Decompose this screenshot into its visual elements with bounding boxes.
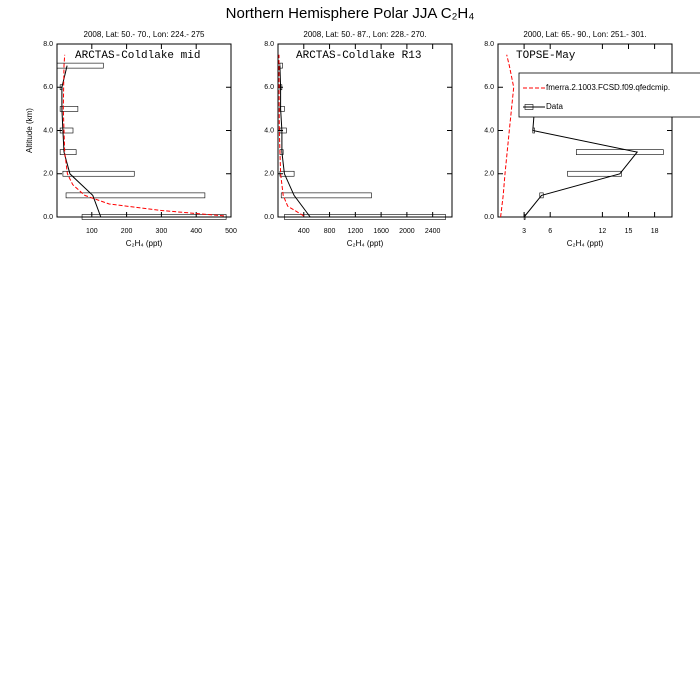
chart-title: Northern Hemisphere Polar JJA C₂H₄ — [226, 5, 475, 22]
range-box — [65, 192, 206, 199]
y-tick-label: 8.0 — [43, 41, 53, 48]
x-tick-label: 3 — [522, 228, 526, 235]
subtitle: 2008, Lat: 50.- 87., Lon: 228.- 270. — [303, 30, 426, 39]
x-axis-label: C₂H₄ (ppt) — [567, 239, 604, 248]
range-box — [279, 170, 295, 177]
y-tick-label: 6.0 — [43, 84, 53, 91]
x-tick-label: 400 — [190, 228, 202, 235]
y-tick-label: 2.0 — [43, 171, 53, 178]
panel-label: ARCTAS-Coldlake mid — [75, 50, 200, 62]
x-tick-label: 800 — [324, 228, 336, 235]
range-box — [575, 149, 664, 155]
x-axis-label: C₂H₄ (ppt) — [347, 239, 384, 248]
legend-box — [518, 72, 700, 118]
x-tick-label: 300 — [156, 228, 168, 235]
x-tick-label: 18 — [651, 228, 659, 235]
y-axis-label: Altitude (km) — [25, 108, 34, 153]
x-tick-label: 500 — [225, 228, 237, 235]
x-tick-label: 6 — [548, 228, 552, 235]
x-axis-label: C₂H₄ (ppt) — [126, 239, 163, 248]
y-tick-label: 4.0 — [43, 127, 53, 134]
x-tick-label: 200 — [121, 228, 133, 235]
y-tick-label: 4.0 — [264, 127, 274, 134]
y-tick-label: 2.0 — [484, 171, 494, 178]
y-tick-label: 0.0 — [43, 214, 53, 221]
panel-label: TOPSE-May — [516, 50, 576, 62]
y-tick-label: 0.0 — [264, 214, 274, 221]
profile-line — [279, 65, 311, 218]
range-box — [284, 214, 446, 220]
y-tick-label: 8.0 — [484, 41, 494, 48]
profile-line — [61, 65, 102, 218]
profile-line — [500, 54, 515, 218]
x-tick-label: 2400 — [425, 228, 441, 235]
y-tick-label: 8.0 — [264, 41, 274, 48]
y-tick-label: 6.0 — [264, 84, 274, 91]
y-tick-label: 2.0 — [264, 171, 274, 178]
profile-line — [278, 54, 305, 217]
x-tick-label: 12 — [599, 228, 607, 235]
legend-swatch-box — [524, 104, 534, 110]
range-box — [279, 127, 287, 134]
range-box — [280, 192, 372, 199]
legend-label: fmerra.2.1003.FCSD.f09.qfedcmip. — [546, 83, 670, 92]
panel-label: ARCTAS-Coldlake R13 — [296, 50, 421, 62]
range-box — [59, 106, 79, 112]
y-tick-label: 4.0 — [484, 127, 494, 134]
x-tick-label: 15 — [625, 228, 633, 235]
x-tick-label: 400 — [298, 228, 310, 235]
subtitle: 2008, Lat: 50.- 70., Lon: 224.- 275 — [84, 30, 206, 39]
subtitle: 2000, Lat: 65.- 90., Lon: 251.- 301. — [523, 30, 646, 39]
range-box — [59, 149, 77, 155]
x-tick-label: 2000 — [399, 228, 415, 235]
range-box — [56, 62, 104, 69]
range-box — [279, 106, 285, 112]
profile-line — [62, 54, 225, 217]
x-tick-label: 100 — [86, 228, 98, 235]
legend-label: Data — [546, 102, 563, 111]
range-box — [62, 170, 135, 177]
range-box — [567, 170, 622, 177]
x-tick-label: 1200 — [348, 228, 364, 235]
y-tick-label: 6.0 — [484, 84, 494, 91]
x-tick-label: 1600 — [373, 228, 389, 235]
y-tick-label: 0.0 — [484, 214, 494, 221]
profile-line — [523, 108, 639, 218]
range-box — [59, 127, 74, 134]
range-box — [81, 214, 227, 220]
